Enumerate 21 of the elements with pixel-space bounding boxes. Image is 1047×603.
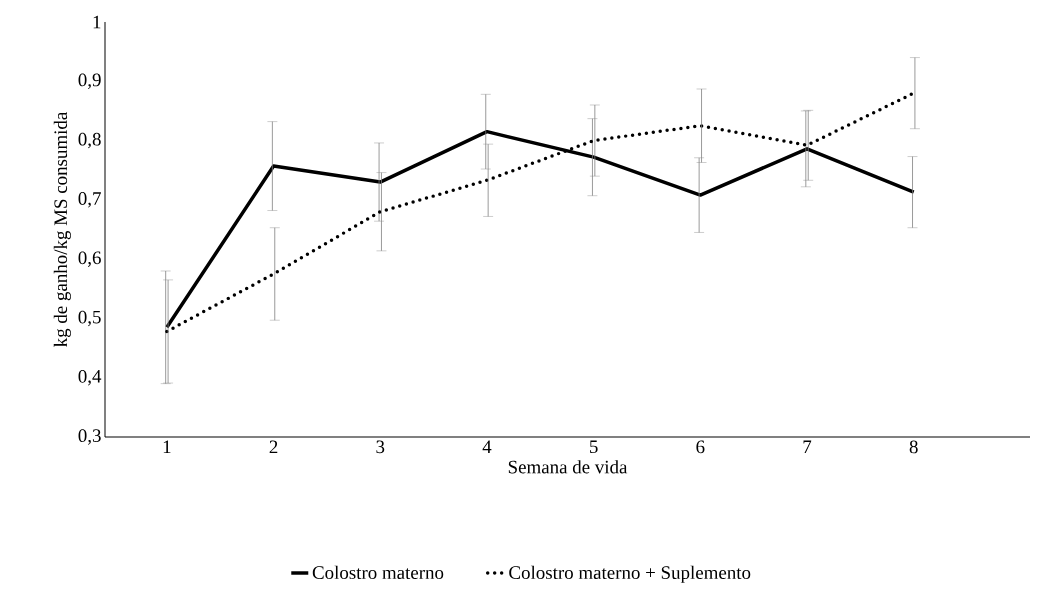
x-tick-label: 3 <box>376 440 385 454</box>
x-tick-label: 4 <box>482 440 492 453</box>
y-tick-label: 0,9 <box>78 73 101 90</box>
y-tick-label: 0,3 <box>78 429 101 445</box>
y-tick-label: 0,6 <box>78 251 101 267</box>
x-tick-label: 7 <box>803 440 812 453</box>
y-axis-title: kg de ganho/kg MS consumida <box>53 112 71 347</box>
y-tick-label: 1 <box>93 15 101 29</box>
y-tick-label: 0,4 <box>78 369 102 386</box>
legend-label: Colostro materno <box>312 565 444 580</box>
x-tick-label: 6 <box>696 440 705 454</box>
x-tick-label: 2 <box>269 440 278 454</box>
y-tick-label: 0,5 <box>78 310 101 327</box>
y-tick-label: 0,8 <box>78 132 101 149</box>
y-tick-label: 0,7 <box>78 192 101 208</box>
x-axis-title: Semana de vida <box>508 460 628 474</box>
x-tick-label: 1 <box>163 440 171 454</box>
line-series <box>165 91 916 334</box>
legend-label: Colostro materno + Suplemento <box>509 565 751 583</box>
x-tick-label: 5 <box>590 440 598 454</box>
x-tick-label: 8 <box>909 440 918 454</box>
